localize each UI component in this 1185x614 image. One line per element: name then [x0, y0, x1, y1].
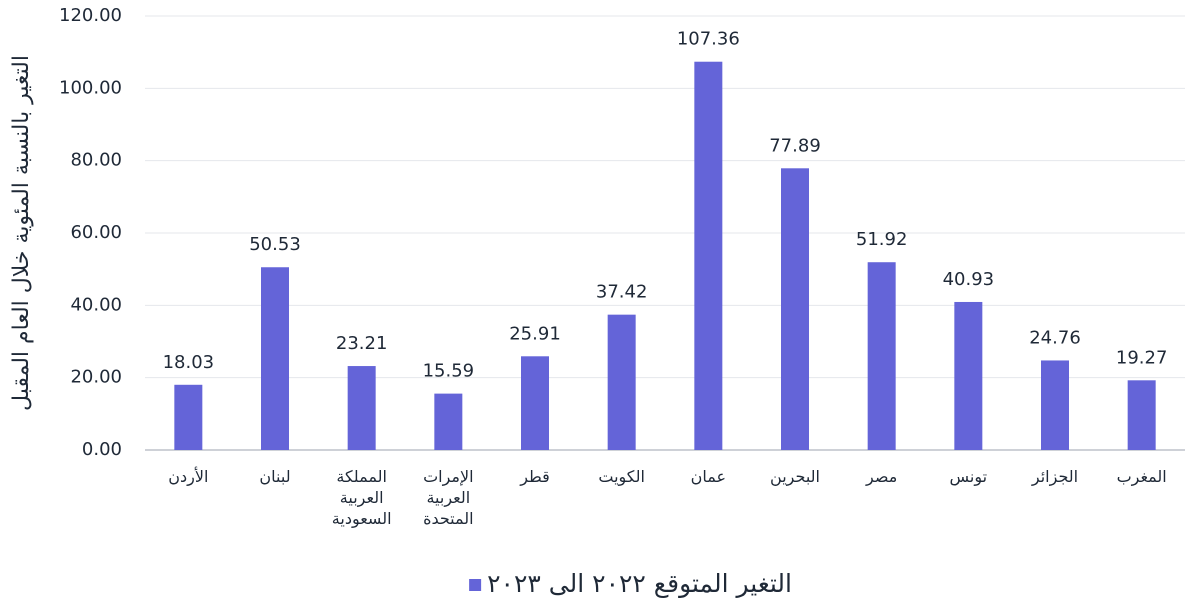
data-label: 37.42: [596, 282, 648, 303]
bar: [521, 356, 549, 450]
x-tick-label: قطر: [520, 467, 550, 486]
x-tick-label: الكويت: [598, 467, 645, 486]
y-tick-label: 80.00: [70, 150, 122, 171]
y-tick-label: 120.00: [59, 5, 122, 26]
legend-swatch: [469, 579, 482, 591]
data-label: 77.89: [769, 135, 821, 156]
bar: [607, 314, 636, 450]
x-tick-label: الجزائر: [1031, 467, 1079, 486]
data-label: 24.76: [1029, 327, 1081, 348]
bar: [434, 393, 463, 450]
data-label: 107.36: [677, 29, 740, 50]
y-tick-label: 0.00: [82, 439, 122, 460]
data-label: 18.03: [163, 352, 215, 373]
bar: [954, 301, 983, 450]
x-tick-label: البحرين: [770, 467, 820, 486]
data-label: 23.21: [336, 333, 388, 354]
x-tick-label: لبنان: [259, 467, 291, 486]
x-tick-label: الأردن: [168, 467, 209, 486]
bar: [1041, 360, 1069, 450]
y-tick-label: 60.00: [70, 222, 122, 243]
y-axis-label: التغير بالنسبة المئوية خلال العام المقبل: [9, 55, 34, 411]
data-label: 40.93: [943, 269, 995, 290]
y-tick-label: 20.00: [70, 367, 122, 388]
y-tick-label: 40.00: [70, 294, 122, 315]
bar: [1127, 380, 1156, 450]
y-tick-label: 100.00: [59, 77, 122, 98]
data-label: 50.53: [249, 234, 301, 255]
x-tick-label: مصر: [866, 467, 898, 486]
bar: [867, 262, 896, 450]
x-tick-label: الإمرات العربية المتحدة: [423, 467, 474, 528]
x-tick-label: المغرب: [1116, 467, 1167, 486]
x-tick-label: عمان: [690, 467, 727, 486]
legend-label: التغير المتوقع ٢٠٢٢ الى ٢٠٢٣: [487, 569, 792, 599]
data-label: 51.92: [856, 229, 908, 250]
bar: [781, 168, 809, 450]
data-label: 25.91: [509, 323, 561, 344]
x-tick-label: تونس: [949, 467, 988, 486]
bar: [261, 267, 289, 450]
x-tick-label: المملكة العربية السعودية: [331, 467, 392, 528]
data-label: 15.59: [423, 361, 475, 382]
bar: [174, 384, 203, 450]
bar: [694, 61, 723, 451]
bar: [347, 366, 376, 450]
data-label: 19.27: [1116, 347, 1168, 368]
